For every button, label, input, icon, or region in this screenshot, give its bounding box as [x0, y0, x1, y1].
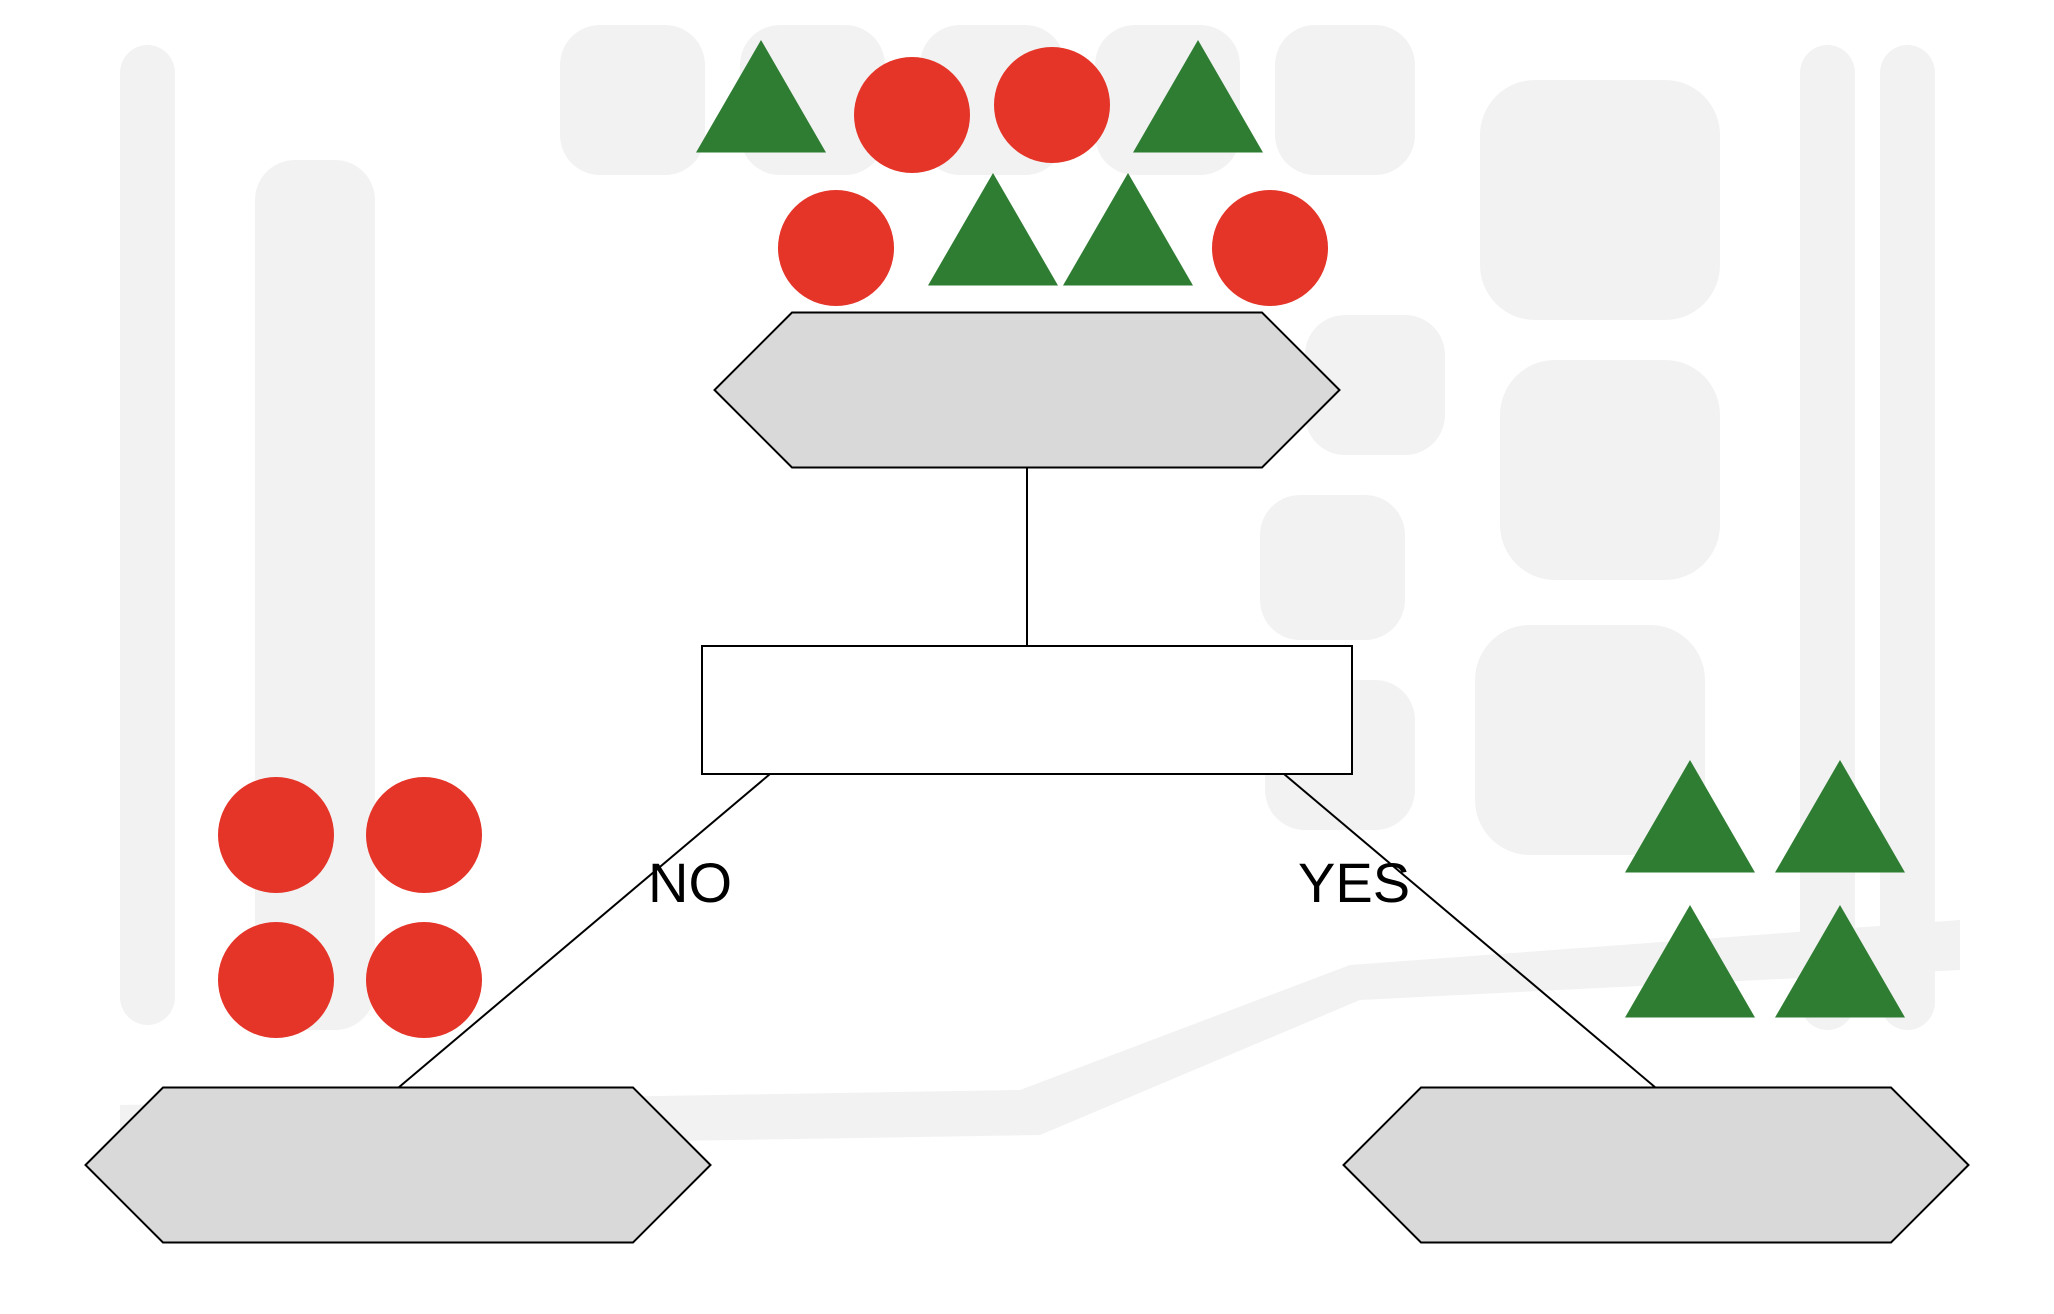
decision-rect: [702, 646, 1352, 774]
data-circle: [366, 922, 482, 1038]
data-circle: [218, 777, 334, 893]
edges: [398, 468, 1656, 1088]
edge-label-yes: YES: [1298, 850, 1410, 915]
data-triangle: [928, 173, 1058, 286]
data-circle: [1212, 190, 1328, 306]
data-circle: [218, 922, 334, 1038]
root-hexagon: [715, 313, 1340, 468]
edge-label-no: NO: [648, 850, 732, 915]
data-circle: [366, 777, 482, 893]
data-triangle: [1063, 173, 1193, 286]
data-circle: [994, 47, 1110, 163]
decision-tree-diagram: [0, 0, 2054, 1314]
data-circle: [778, 190, 894, 306]
right-hexagon: [1344, 1088, 1969, 1243]
left-hexagon: [86, 1088, 711, 1243]
data-circle: [854, 57, 970, 173]
